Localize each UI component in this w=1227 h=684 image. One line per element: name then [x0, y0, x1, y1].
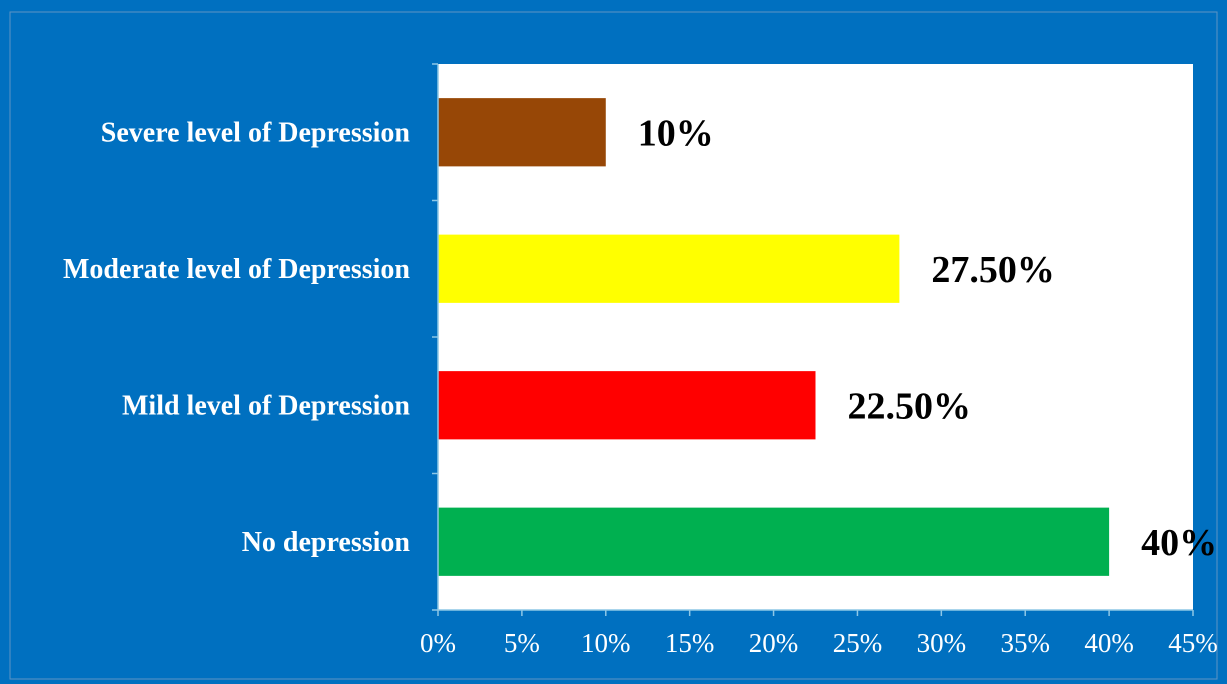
- x-tick-label: 20%: [749, 628, 799, 658]
- data-labels: 10% 27.50% 22.50% 40%: [638, 112, 1217, 564]
- data-label: 22.50%: [848, 385, 972, 427]
- category-label: Mild level of Depression: [122, 390, 410, 421]
- x-tick-label: 45%: [1168, 628, 1218, 658]
- x-tick-label: 0%: [420, 628, 456, 658]
- x-tick-label: 15%: [665, 628, 715, 658]
- chart-frame: [9, 11, 1218, 680]
- data-label: 27.50%: [931, 249, 1055, 291]
- category-label: Moderate level of Depression: [63, 254, 410, 285]
- bar: [438, 371, 816, 440]
- x-tick-label: 10%: [581, 628, 631, 658]
- category-label: Severe level of Depression: [101, 117, 411, 148]
- x-tick-label: 40%: [1084, 628, 1134, 658]
- bar: [438, 234, 900, 303]
- data-label: 10%: [638, 112, 714, 154]
- bar: [438, 98, 606, 167]
- x-tick-label: 35%: [1000, 628, 1050, 658]
- category-label: No depression: [242, 527, 411, 558]
- x-tick-label: 30%: [917, 628, 967, 658]
- bars: [438, 98, 1110, 576]
- data-label: 40%: [1141, 522, 1217, 564]
- axes: 0% 5% 10% 15% 20% 25% 30% 35% 40% 45%: [420, 63, 1218, 658]
- x-tick-label: 25%: [833, 628, 883, 658]
- bar: [438, 507, 1110, 576]
- x-tick-label: 5%: [504, 628, 540, 658]
- category-labels: Severe level of Depression Moderate level…: [63, 117, 410, 558]
